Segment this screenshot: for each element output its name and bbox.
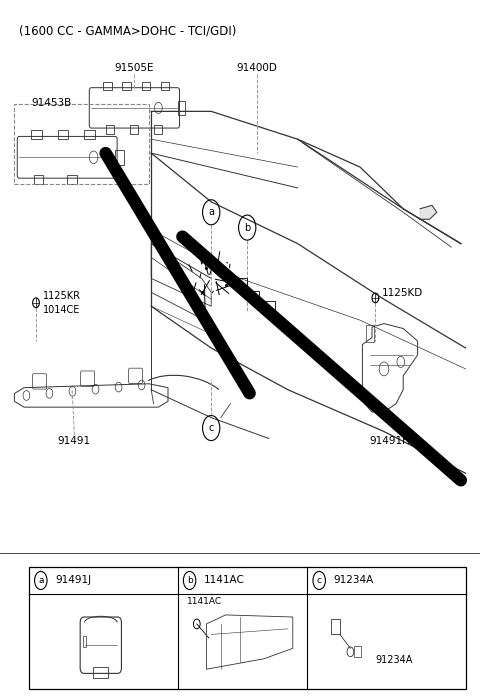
Text: a: a — [38, 576, 44, 585]
Text: 91505E: 91505E — [115, 63, 154, 73]
Bar — [84, 130, 95, 139]
Bar — [58, 130, 68, 139]
Bar — [250, 291, 259, 299]
Text: 1125KD: 1125KD — [382, 288, 423, 298]
Bar — [331, 619, 340, 635]
Text: a: a — [208, 207, 214, 217]
Bar — [130, 125, 138, 134]
Text: 91453B: 91453B — [31, 98, 72, 108]
Bar — [264, 301, 275, 310]
Text: 91234A: 91234A — [375, 655, 412, 665]
Bar — [115, 150, 124, 165]
Text: 1141AC: 1141AC — [204, 576, 245, 585]
Bar — [67, 175, 77, 184]
Bar — [354, 646, 361, 657]
Text: 91491: 91491 — [58, 436, 91, 446]
Bar — [29, 567, 466, 689]
Bar — [31, 130, 42, 139]
Text: b: b — [244, 223, 251, 232]
Bar — [122, 82, 131, 90]
Polygon shape — [420, 205, 437, 219]
Bar — [178, 101, 185, 115]
Text: (1600 CC - GAMMA>DOHC - TCI/GDI): (1600 CC - GAMMA>DOHC - TCI/GDI) — [19, 24, 237, 38]
Bar — [161, 82, 169, 90]
Text: b: b — [187, 576, 192, 585]
Bar — [106, 125, 114, 134]
Bar — [235, 278, 247, 289]
Bar — [142, 82, 150, 90]
Bar — [103, 82, 112, 90]
Bar — [93, 667, 108, 678]
Text: 1125KR: 1125KR — [43, 292, 81, 301]
Bar — [34, 175, 43, 184]
Text: 91234A: 91234A — [334, 576, 374, 585]
Bar — [154, 125, 162, 134]
Text: c: c — [208, 423, 214, 433]
Text: 91491J: 91491J — [55, 576, 91, 585]
Bar — [83, 636, 86, 647]
Text: 91400D: 91400D — [236, 63, 277, 73]
Text: c: c — [317, 576, 322, 585]
Text: 91491H: 91491H — [369, 436, 410, 446]
Text: 1141AC: 1141AC — [187, 597, 222, 606]
Bar — [366, 325, 374, 342]
Text: 1014CE: 1014CE — [43, 305, 81, 315]
